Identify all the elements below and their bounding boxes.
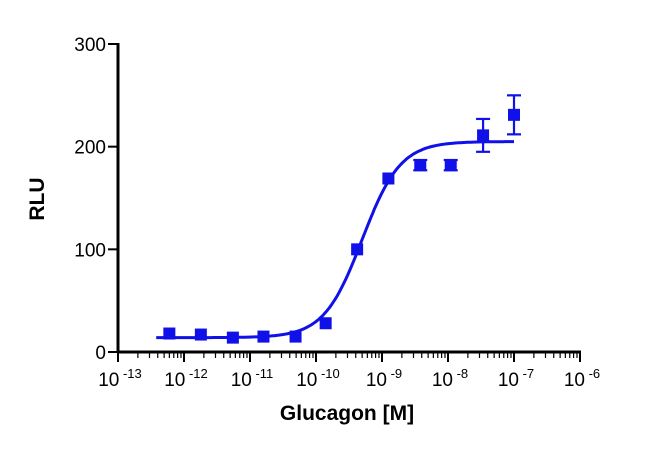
y-axis: 0 100 200 300 (74, 35, 120, 364)
y-tick-label: 100 (74, 240, 106, 261)
x-axis-title: Glucagon [M] (280, 402, 414, 425)
x-axis: 10 -13 10 -12 10 -11 10 -10 10 -9 10 -8 10 -7 1… (98, 350, 600, 391)
y-tick-label: 200 (74, 138, 106, 159)
data-point (351, 243, 364, 256)
x-tick-label: 10 -7 (498, 366, 534, 391)
fit-curve (156, 140, 514, 340)
fit-curve-layer (156, 140, 514, 340)
data-point (414, 159, 427, 172)
data-point (194, 328, 207, 341)
x-tick-label: 10 -9 (366, 366, 402, 391)
data-point (477, 129, 490, 142)
data-point (319, 317, 332, 330)
data-point (444, 159, 457, 172)
data-point (382, 172, 395, 185)
data-points-layer (163, 94, 521, 344)
data-point (226, 331, 239, 344)
x-tick-label: 10 -11 (231, 366, 274, 391)
x-tick-label: 10 -13 (98, 366, 142, 391)
data-point (508, 108, 520, 121)
x-tick-label: 10 -10 (296, 366, 340, 391)
x-tick-label: 10 -6 (564, 366, 600, 391)
data-point (257, 330, 270, 343)
x-tick-label: 10 -12 (164, 366, 208, 391)
x-tick-label: 10 -8 (432, 366, 468, 391)
data-point (289, 330, 302, 343)
data-point (163, 327, 176, 340)
y-tick-label: 0 (95, 343, 106, 364)
y-axis-title: RLU (26, 177, 49, 220)
y-tick-label: 300 (74, 35, 106, 56)
